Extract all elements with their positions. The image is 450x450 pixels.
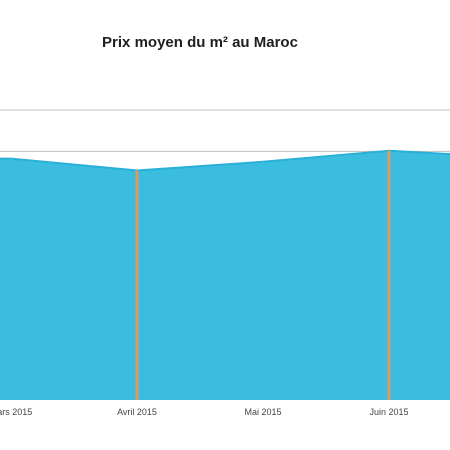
x-tick-label-1: Mars 2015	[0, 407, 32, 417]
drop-lines	[9, 150, 391, 400]
x-tick-label-4: Juin 2015	[369, 407, 408, 417]
x-tick-label-2: Avril 2015	[117, 407, 157, 417]
gridlines	[0, 109, 450, 152]
chart-title: Prix moyen du m² au Maroc	[102, 34, 298, 51]
area-line	[0, 149, 450, 172]
area-fill	[0, 150, 450, 400]
area-series	[0, 149, 450, 400]
x-tick-label-3: Mai 2015	[244, 407, 281, 417]
x-axis-ticks: Mars 2015 Avril 2015 Mai 2015 Juin 2015	[0, 407, 409, 417]
